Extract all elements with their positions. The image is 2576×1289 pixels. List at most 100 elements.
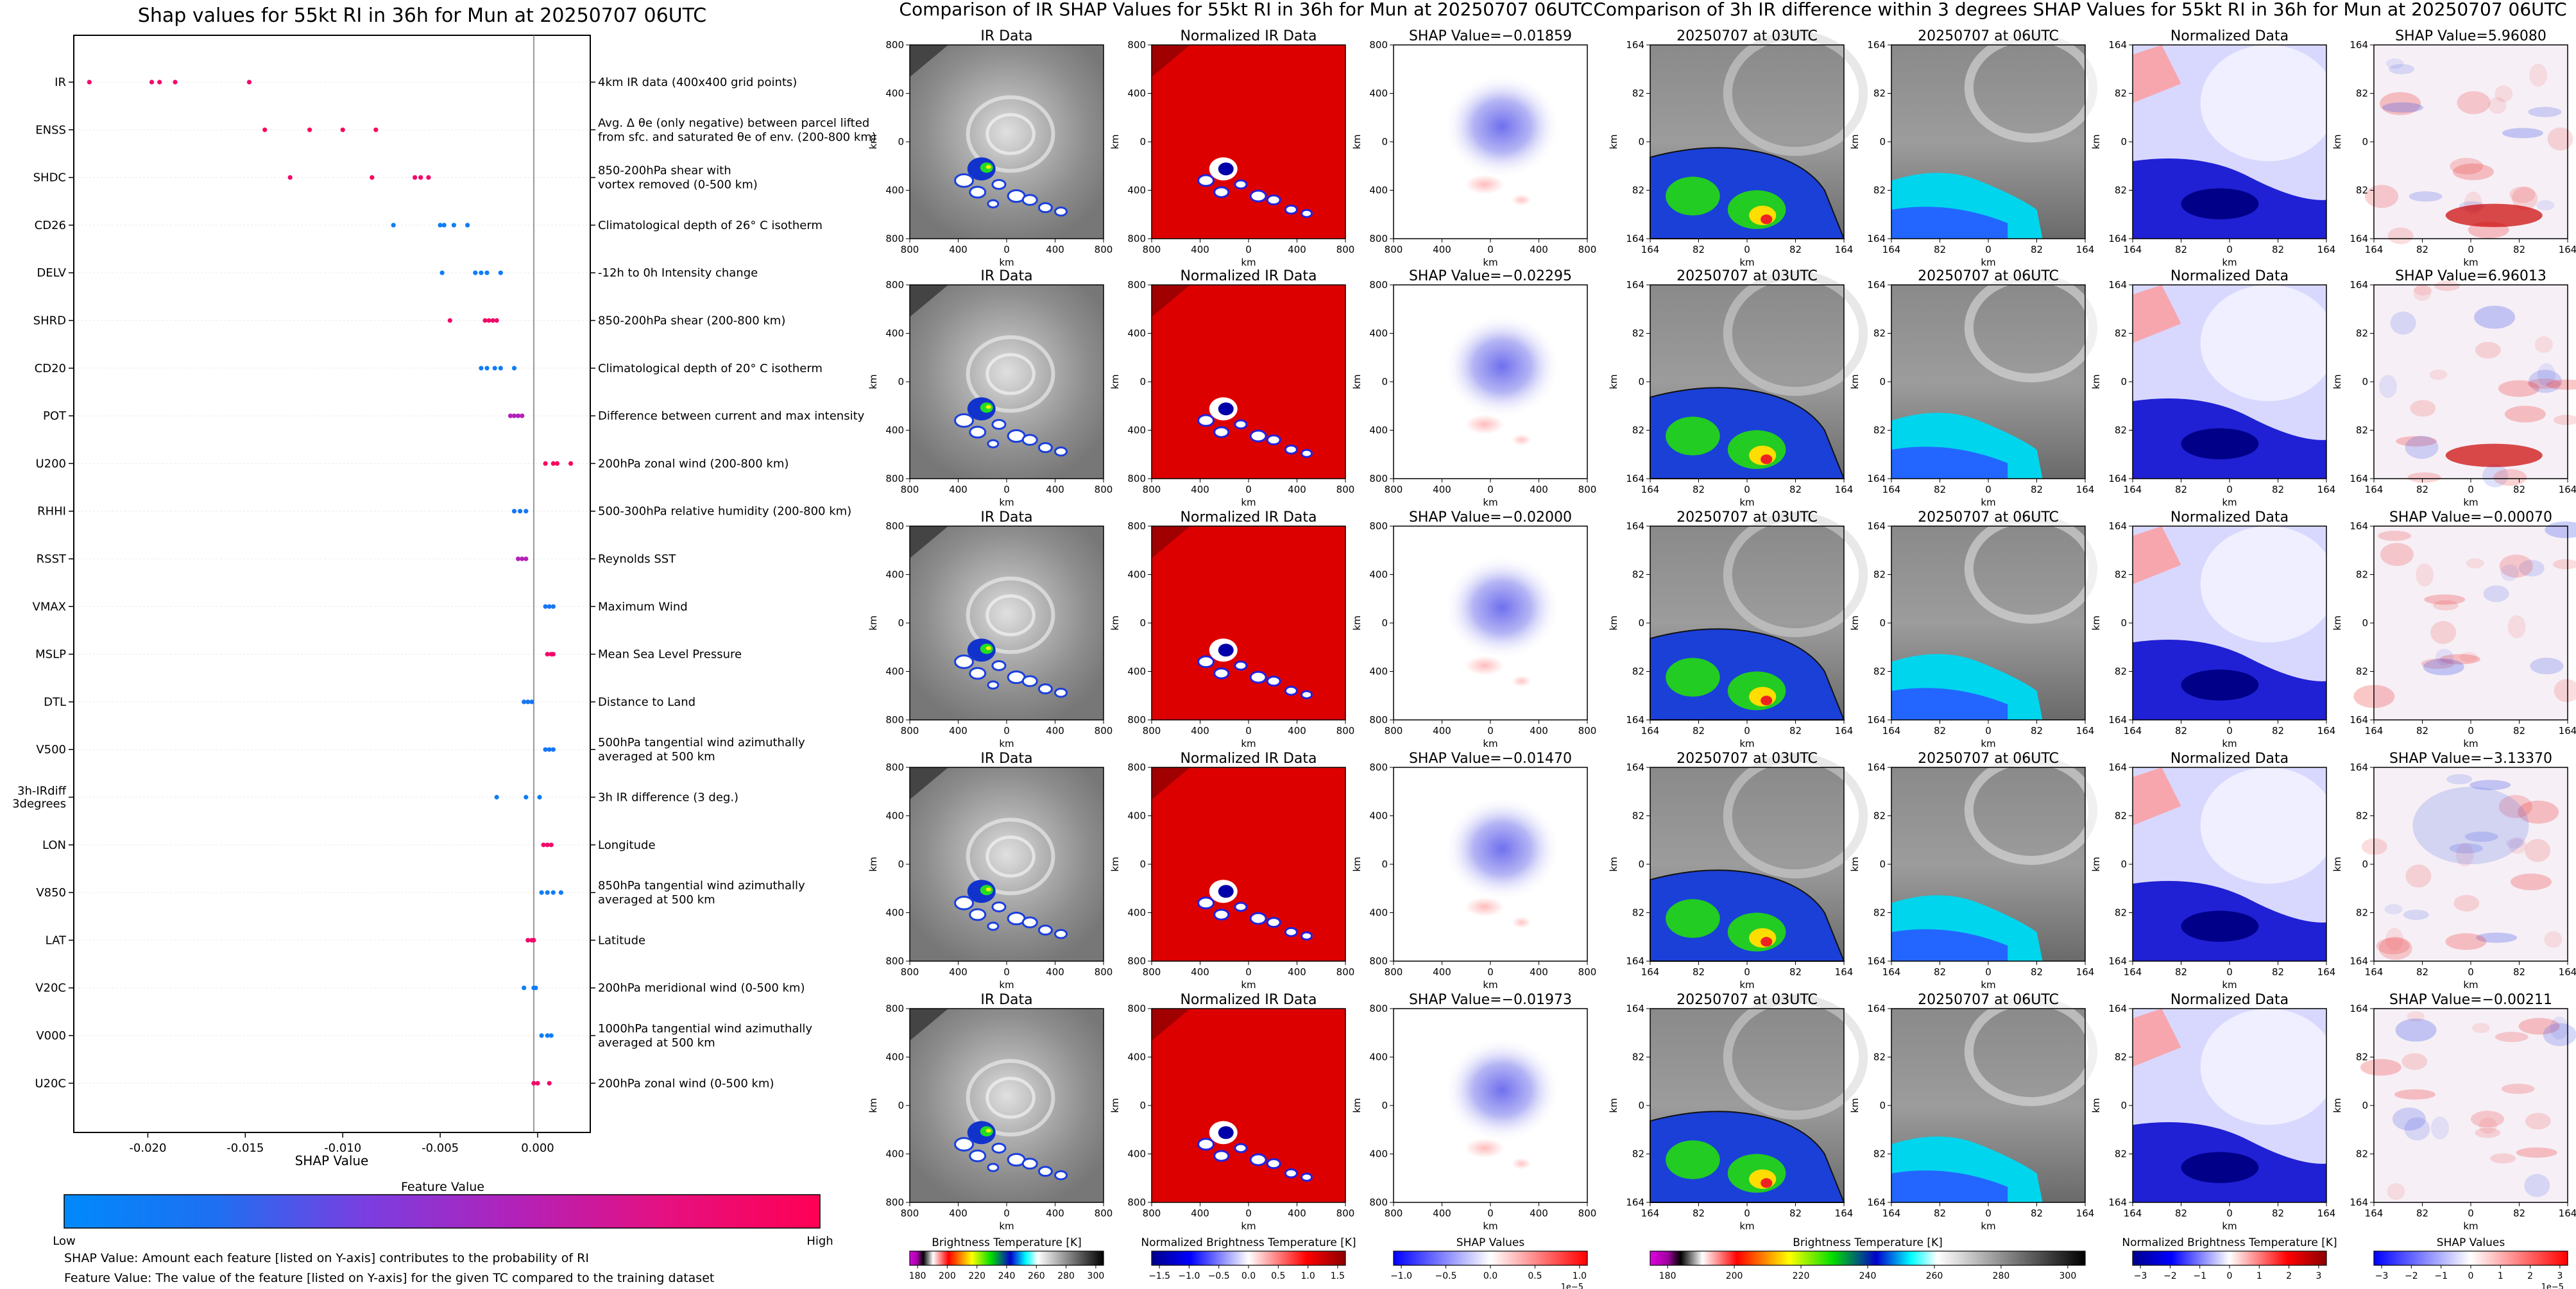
colorbar-tick-label: −1 — [2434, 1271, 2448, 1281]
ytick-label: 400 — [885, 88, 904, 99]
shap-blob — [2407, 1011, 2425, 1022]
ir-panel-cell: SHAP Value=−0.02295800800400400004004008… — [1351, 268, 1596, 508]
colorbar-tick-label: −3 — [2375, 1271, 2389, 1281]
xtick-label: 0 — [1985, 966, 1992, 978]
subplot-title: 20250707 at 03UTC — [1676, 268, 1818, 284]
ytick-label: 800 — [885, 520, 904, 532]
xtick-label: 0 — [1003, 244, 1010, 255]
shap-point — [484, 366, 490, 371]
shap-blob — [2509, 186, 2536, 203]
subplot-title: SHAP Value=−0.02295 — [1409, 268, 1572, 284]
xtick-label: 800 — [1095, 244, 1113, 255]
xtick-label: 0 — [1003, 725, 1010, 737]
colorbar-tick-label: −1 — [2193, 1271, 2206, 1281]
shap-blob — [2498, 795, 2532, 819]
feature-name-label: LON — [42, 839, 66, 852]
subplot-title: IR Data — [980, 268, 1032, 284]
subplot-title: SHAP Value=−0.00070 — [2389, 509, 2552, 525]
xtick-label: 82 — [1934, 966, 1946, 978]
yaxis-label: km — [1109, 134, 1121, 149]
xaxis-label: km — [1483, 497, 1497, 508]
xtick-label: 800 — [1578, 725, 1597, 737]
xtick-label: 0 — [2226, 966, 2233, 978]
xtick-label: 0 — [1487, 484, 1494, 495]
shap-point — [535, 1080, 540, 1086]
yaxis-label: km — [1849, 857, 1861, 871]
xtick-label: 0 — [2468, 1208, 2474, 1219]
cloud-cluster — [1197, 896, 1215, 910]
irdiff-panel-cell: Normalized Data1641648282008282164164kmk… — [2090, 268, 2337, 508]
cloud-cluster — [1054, 687, 1068, 698]
feature-row-shrd: SHRD 850-200hPa shear (200-800 km) — [33, 314, 786, 328]
irdiff-panel-cell: 20250707 at 06UTC1641648282008282164164k… — [1849, 992, 2098, 1232]
xtick-label: 0 — [1744, 244, 1750, 255]
shap-blob — [2464, 832, 2498, 842]
ir-panel-title: Comparison of IR SHAP Values for 55kt RI… — [899, 0, 1592, 20]
ir-panel-cell: Normalized IR Data8008004004000040040080… — [1109, 509, 1354, 749]
shap-blob — [2449, 843, 2483, 854]
cloud-cluster — [1054, 1170, 1068, 1181]
colorbar-tick-label: −1.5 — [1148, 1271, 1170, 1281]
shap-point — [482, 318, 488, 323]
shap-prefix: SHAP Value= — [2389, 509, 2482, 525]
feature-name-label: 3h-IRdiff 3degrees — [12, 785, 67, 811]
colorbar-tick-label: 180 — [1659, 1271, 1676, 1281]
ytick-label: 400 — [885, 1148, 904, 1160]
shap-point — [524, 509, 529, 514]
cloud-cluster — [1301, 209, 1313, 218]
xtick-label: 164 — [2365, 1208, 2384, 1219]
yaxis-label: km — [1109, 615, 1121, 630]
xtick-label: 800 — [1385, 484, 1403, 495]
ytick-label: 164 — [1867, 1003, 1886, 1014]
cloud-cluster — [1037, 925, 1053, 936]
xtick-label: 800 — [1336, 244, 1355, 255]
xtick-label: 800 — [1095, 484, 1113, 495]
feature-name-label: LAT — [46, 934, 67, 947]
colorbar-strip — [1151, 1251, 1346, 1266]
colorbar-offset: 1e−5 — [1561, 1283, 1583, 1289]
ytick-label: 800 — [1369, 39, 1388, 51]
feature-row-u200: U200 200hPa zonal wind (200-800 km) — [35, 457, 789, 470]
shap-blob — [2405, 864, 2432, 888]
cloud-cluster — [954, 173, 975, 188]
ytick-label: 0 — [2362, 617, 2368, 629]
xaxis-label: km — [999, 979, 1014, 991]
ytick-label: 800 — [1127, 762, 1146, 773]
feature-name-label: V000 — [36, 1029, 66, 1043]
yaxis-label: km — [1849, 374, 1861, 389]
xtick-label: 400 — [1046, 725, 1064, 737]
ytick-label: 82 — [1873, 328, 1886, 339]
shap-point — [157, 80, 162, 85]
shap-point — [520, 413, 525, 418]
shap-blob — [2512, 187, 2538, 210]
colorbar-tick-label: 280 — [1993, 1271, 2010, 1281]
shap-positive-region — [1465, 897, 1505, 917]
ytick-label: 800 — [1127, 520, 1146, 532]
xaxis-label: km — [1241, 497, 1256, 508]
xtick-label: 164 — [2124, 966, 2142, 978]
shap-point — [511, 509, 517, 514]
feature-name-label: POT — [43, 409, 67, 423]
shap-prefix: SHAP Value= — [2395, 28, 2488, 44]
yaxis-label: km — [1849, 134, 1861, 149]
xaxis-label: km — [1241, 1220, 1256, 1232]
cloud-cluster — [954, 1137, 975, 1152]
ir-panel-cell: Normalized IR Data8008004004000040040080… — [1109, 268, 1354, 508]
yaxis-label: km — [1608, 134, 1619, 149]
shap-blob — [2553, 414, 2576, 425]
shap-point — [550, 604, 556, 609]
convection-core — [1666, 1140, 1720, 1179]
ytick-label: 0 — [1381, 617, 1388, 629]
xtick-label: 0 — [2226, 244, 2233, 255]
xtick-label: 82 — [2031, 484, 2043, 495]
xtick-label: 800 — [1143, 244, 1161, 255]
xtick-label: 0 — [1245, 1208, 1252, 1219]
xtick-label: 0 — [1744, 966, 1750, 978]
feature-description: Reynolds SST — [598, 552, 676, 566]
xtick-label: 164 — [1882, 1208, 1901, 1219]
ytick-label: 0 — [2362, 136, 2368, 148]
feature-row-rsst: RSST Reynolds SST — [37, 552, 677, 566]
shap-positive-region — [1465, 1138, 1505, 1158]
shap-blob — [2475, 341, 2501, 359]
